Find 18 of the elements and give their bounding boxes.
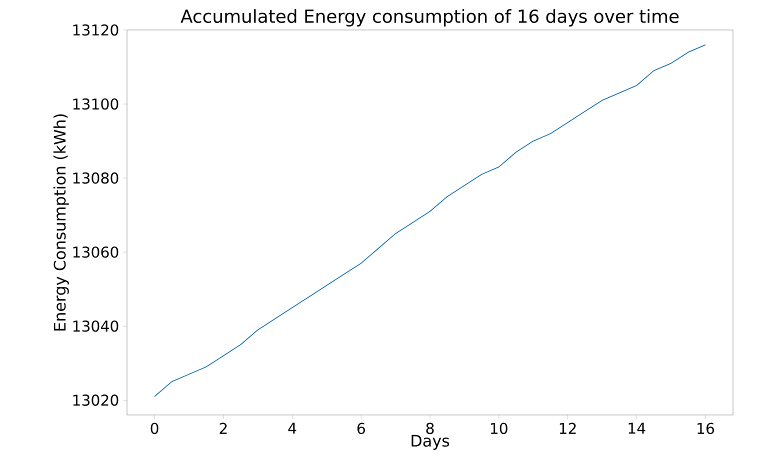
x-tick-label: 12	[560, 422, 576, 434]
y-tick-label: 13120	[73, 24, 118, 36]
chart-title: Accumulated Energy consumption of 16 days over time	[180, 9, 679, 26]
x-tick-label: 0	[150, 422, 158, 434]
x-tick-label: 14	[628, 422, 646, 434]
x-tick-label: 2	[220, 422, 227, 434]
x-tick-label: 10	[491, 422, 508, 434]
y-tick-label: 13020	[73, 394, 118, 406]
y-tick-label: 13060	[73, 246, 118, 258]
x-axis-title: Days	[412, 434, 450, 450]
y-tick-label: 13080	[73, 172, 118, 184]
y-tick-label: 13040	[73, 320, 118, 332]
x-tick-label: 4	[288, 422, 296, 434]
x-tick-label: 6	[357, 422, 365, 434]
y-axis-title: Energy Consumption (kWh)	[53, 114, 69, 330]
x-tick-label: 8	[426, 422, 434, 434]
x-tick-label: 16	[698, 422, 714, 434]
y-tick-label: 13100	[73, 98, 118, 110]
